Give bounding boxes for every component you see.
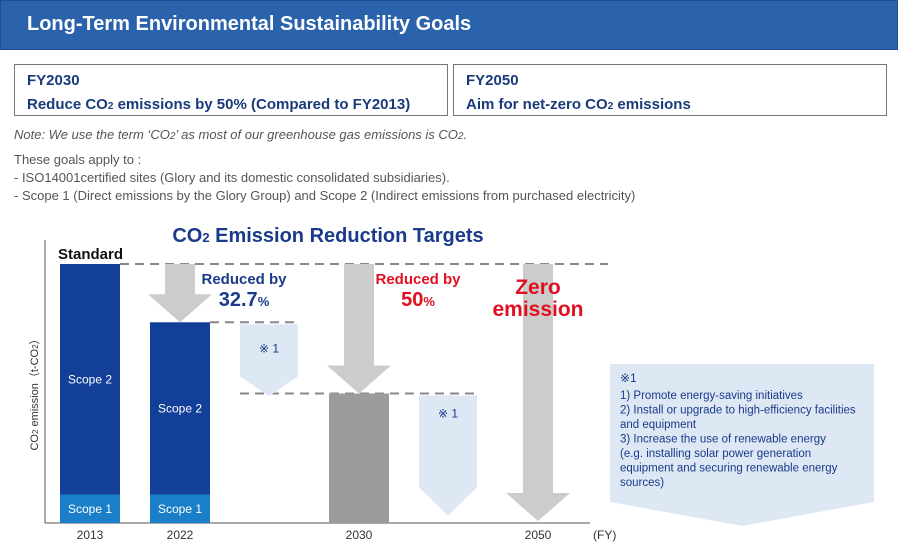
- reduction-arrow-2050: [506, 264, 570, 521]
- chart-title: CO2 Emission Reduction Targets: [172, 225, 483, 247]
- measures-item: sources): [620, 477, 664, 489]
- bar-scope2-2013: [60, 264, 120, 495]
- measures-item: 1) Promote energy-saving initiatives: [620, 390, 803, 402]
- x-tick-label: 2050: [525, 528, 552, 542]
- measures-item: 3) Increase the use of renewable energy: [620, 434, 826, 446]
- x-axis-unit: (FY): [593, 528, 616, 542]
- measure-arrow-2022-2030: [240, 324, 298, 397]
- applies-item: - Scope 1 (Direct emissions by the Glory…: [14, 188, 636, 203]
- reduction-label-2030: Reduced by: [375, 271, 461, 288]
- applies-intro: These goals apply to :: [14, 152, 142, 167]
- goal-text: Aim for net-zero CO2 emissions: [466, 96, 691, 113]
- bar-label-scope1: Scope 1: [158, 502, 202, 516]
- applies-item: - ISO14001certified sites (Glory and its…: [14, 170, 450, 185]
- bar-scope1-2022: [150, 494, 210, 523]
- measures-item: and equipment: [620, 419, 697, 431]
- measures-callout: [610, 364, 874, 526]
- y-axis-label: CO2 emission（t-CO2）: [28, 333, 41, 450]
- page-header: Long-Term Environmental Sustainability G…: [0, 0, 898, 50]
- measure-arrow-2030-2050: [419, 395, 477, 516]
- goal-year: FY2030: [27, 72, 80, 89]
- goal-box-fy2030: FY2030 Reduce CO2 emissions by 50% (Comp…: [14, 64, 448, 116]
- reduction-value-2022: 32.7%: [219, 289, 270, 311]
- reduction-arrow-2022: [148, 264, 212, 323]
- bar-target-2030: [329, 393, 389, 523]
- standard-label: Standard: [58, 246, 123, 263]
- bar-label-scope2: Scope 2: [68, 372, 112, 386]
- goal-year: FY2050: [466, 72, 519, 89]
- reduction-arrow-2030: [327, 264, 391, 394]
- reduction-value-2030: 50%: [401, 289, 435, 311]
- bar-scope2-2022: [150, 322, 210, 495]
- measure-mark: ※ 1: [438, 407, 458, 421]
- measures-item: (e.g. installing solar power generation: [620, 448, 811, 460]
- co2-term-note: Note: We use the term ‘CO2’ as most of o…: [14, 127, 468, 142]
- bar-scope1-2013: [60, 494, 120, 523]
- x-tick-label: 2013: [77, 528, 104, 542]
- reduction-label-2022: Reduced by: [201, 271, 287, 288]
- zero-emission-label: emission: [492, 298, 583, 321]
- x-tick-label: 2022: [167, 528, 194, 542]
- measure-mark: ※ 1: [259, 341, 279, 355]
- zero-emission-label: Zero: [515, 276, 561, 299]
- x-tick-label: 2030: [346, 528, 373, 542]
- bar-label-scope1: Scope 1: [68, 502, 112, 516]
- measures-item: 2) Install or upgrade to high-efficiency…: [620, 405, 856, 417]
- measures-title: ※1: [620, 371, 637, 385]
- page-title: Long-Term Environmental Sustainability G…: [27, 13, 472, 35]
- scope-applies: These goals apply to : - ISO14001certifi…: [14, 151, 635, 205]
- bar-label-scope2: Scope 2: [158, 401, 202, 415]
- goal-text: Reduce CO2 emissions by 50% (Compared to…: [27, 96, 411, 113]
- measures-item: equipment and securing renewable energy: [620, 463, 838, 475]
- goal-box-fy2050: FY2050 Aim for net-zero CO2 emissions: [453, 64, 887, 116]
